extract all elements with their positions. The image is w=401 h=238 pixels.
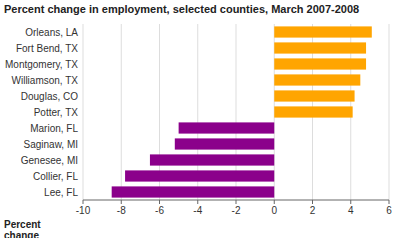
tick-label: 2 (310, 205, 316, 216)
tick-label: -6 (155, 205, 164, 216)
tick-label: 6 (386, 205, 392, 216)
chart: Percent change in employment, selected c… (0, 0, 401, 238)
tick-label: -4 (193, 205, 202, 216)
grid-line (83, 24, 84, 200)
bar (179, 122, 275, 133)
bar (274, 90, 354, 101)
tick-mark (350, 200, 351, 204)
category-label: Collier, FL (33, 171, 78, 182)
x-axis-label: Percentchange (4, 219, 41, 238)
bar (175, 138, 274, 149)
tick-mark (159, 200, 160, 204)
bar (274, 42, 366, 53)
category-label: Douglas, CO (21, 91, 78, 102)
tick-label: -2 (232, 205, 241, 216)
category-label: Potter, TX (34, 107, 79, 118)
bar (150, 154, 274, 165)
tick-mark (274, 200, 275, 204)
bar (274, 26, 372, 37)
grid (83, 24, 389, 200)
category-label: Saginaw, MI (24, 139, 78, 150)
category-label: Williamson, TX (12, 75, 79, 86)
bar (112, 186, 275, 197)
bars (112, 26, 372, 197)
category-label: Marion, FL (30, 123, 78, 134)
bar (274, 74, 360, 85)
category-label: Lee, FL (44, 187, 78, 198)
tick-mark (312, 200, 313, 204)
bar (274, 58, 366, 69)
x-axis-line (83, 200, 389, 201)
tick-mark (389, 200, 390, 204)
tick-mark (121, 200, 122, 204)
tick-mark (83, 200, 84, 204)
bar (274, 106, 352, 117)
y-tick-labels: Lee, FL Collier, FL Genesee, MI Saginaw, MI… (5, 27, 78, 198)
category-label: Genesee, MI (21, 155, 78, 166)
tick-label: -8 (117, 205, 126, 216)
tick-mark (236, 200, 237, 204)
tick-label: 4 (348, 205, 354, 216)
bar (125, 170, 274, 181)
grid-line (121, 24, 122, 200)
grid-line (389, 24, 390, 200)
tick-mark (197, 200, 198, 204)
category-label: Fort Bend, TX (16, 43, 78, 54)
category-label: Montgomery, TX (5, 59, 78, 70)
tick-label: -10 (76, 205, 91, 216)
tick-label: 0 (271, 205, 277, 216)
category-label: Orleans, LA (25, 27, 78, 38)
x-ticks: -10 -8 -6 -4 -2 0 2 4 6 (76, 200, 392, 216)
title: Percent change in employment, selected c… (4, 3, 359, 15)
